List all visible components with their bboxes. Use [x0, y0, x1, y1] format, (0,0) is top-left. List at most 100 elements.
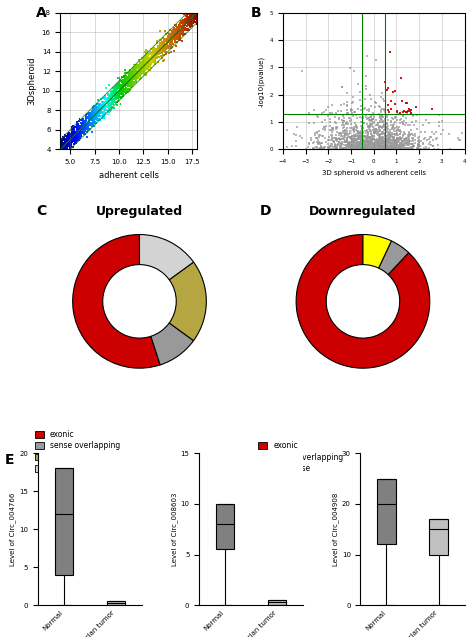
Point — [127, 85, 134, 96]
Point — [168, 30, 176, 40]
Wedge shape — [151, 323, 193, 365]
Point — [412, 103, 420, 113]
Point — [401, 139, 408, 149]
Point — [114, 88, 121, 98]
Point — [370, 127, 377, 138]
Point — [369, 138, 377, 148]
Point — [174, 29, 182, 39]
Point — [361, 136, 369, 147]
Point — [333, 144, 341, 154]
Point — [94, 104, 101, 114]
Point — [367, 101, 375, 111]
Point — [139, 61, 147, 71]
Point — [389, 141, 396, 151]
Point — [371, 127, 379, 137]
Point — [329, 136, 337, 146]
Point — [392, 129, 400, 140]
Point — [356, 129, 364, 140]
Point — [359, 113, 366, 124]
Point — [154, 48, 161, 58]
Point — [358, 139, 365, 149]
Point — [147, 47, 155, 57]
Point — [66, 134, 74, 144]
Point — [120, 87, 128, 97]
Point — [188, 21, 196, 31]
Point — [176, 25, 184, 36]
Point — [373, 124, 380, 134]
Point — [165, 37, 173, 47]
Point — [354, 143, 361, 154]
Point — [366, 116, 374, 126]
Point — [341, 125, 349, 136]
Point — [81, 129, 88, 139]
Point — [189, 15, 197, 25]
Point — [118, 82, 126, 92]
Point — [374, 141, 381, 151]
Point — [136, 65, 143, 75]
Point — [363, 140, 370, 150]
Point — [404, 143, 411, 153]
Point — [113, 97, 120, 107]
Point — [376, 141, 383, 152]
Point — [379, 132, 387, 143]
Point — [387, 120, 395, 130]
Point — [396, 134, 403, 144]
Point — [357, 134, 365, 145]
Point — [314, 139, 322, 149]
Point — [97, 104, 104, 114]
Point — [420, 144, 428, 154]
Point — [132, 68, 139, 78]
Point — [351, 107, 359, 117]
Point — [344, 108, 352, 118]
Point — [116, 88, 123, 98]
Point — [75, 130, 83, 140]
Point — [118, 85, 126, 95]
Point — [358, 122, 365, 132]
Point — [407, 139, 415, 149]
Point — [58, 140, 66, 150]
Point — [409, 117, 416, 127]
Point — [145, 58, 152, 68]
Point — [143, 57, 151, 68]
Point — [62, 139, 69, 149]
Point — [96, 102, 103, 112]
Point — [359, 135, 366, 145]
Point — [185, 6, 193, 16]
Point — [151, 48, 158, 58]
Point — [352, 131, 360, 141]
Point — [84, 123, 92, 133]
Point — [82, 121, 90, 131]
Point — [379, 143, 386, 153]
Point — [123, 71, 130, 81]
Point — [391, 137, 399, 147]
Point — [150, 55, 157, 66]
Point — [179, 18, 186, 29]
Point — [59, 147, 67, 157]
Point — [329, 141, 337, 152]
Point — [161, 45, 168, 55]
Point — [122, 83, 129, 93]
Point — [100, 109, 108, 119]
Point — [123, 85, 131, 96]
Point — [417, 144, 425, 154]
Point — [109, 99, 116, 110]
Point — [317, 138, 325, 148]
Point — [389, 123, 396, 133]
Point — [385, 129, 393, 139]
Point — [164, 31, 172, 41]
Point — [123, 76, 131, 86]
Point — [383, 131, 391, 141]
Point — [185, 15, 192, 25]
Point — [150, 53, 158, 63]
Point — [82, 114, 90, 124]
Point — [66, 132, 74, 143]
Point — [333, 118, 340, 128]
Point — [59, 141, 67, 151]
Point — [193, 19, 201, 29]
Point — [355, 126, 362, 136]
Point — [445, 129, 453, 140]
Point — [364, 135, 371, 145]
Point — [362, 141, 369, 151]
Point — [368, 138, 375, 148]
Point — [108, 90, 115, 100]
